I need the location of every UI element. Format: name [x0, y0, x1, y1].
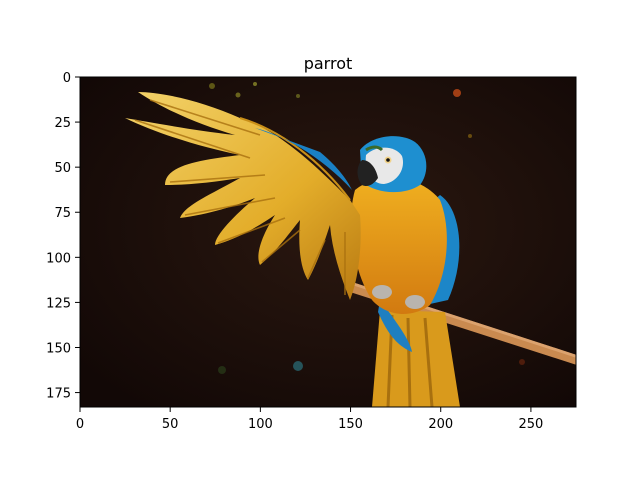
x-tick-label: 100 [248, 417, 273, 432]
y-axis: 0 25 50 75 100 125 150 175 [46, 71, 80, 402]
y-tick-label: 150 [46, 341, 71, 356]
y-tick-label: 25 [54, 116, 71, 131]
x-tick-label: 250 [518, 417, 543, 432]
x-axis: 0 50 100 150 200 250 [76, 407, 543, 432]
x-tick-label: 200 [428, 417, 453, 432]
y-tick-label: 100 [46, 251, 71, 266]
parrot-feet [372, 285, 425, 309]
raised-wing [125, 92, 361, 300]
y-tick-label: 75 [54, 206, 71, 221]
y-tick-label: 50 [54, 161, 71, 176]
x-tick-label: 50 [162, 417, 179, 432]
y-tick-label: 0 [63, 71, 71, 86]
y-tick-label: 125 [46, 296, 71, 311]
x-tick-label: 0 [76, 417, 84, 432]
parrot-body [351, 177, 447, 315]
axes-frame [79, 76, 577, 408]
image-area [79, 76, 577, 408]
x-tick-label: 150 [338, 417, 363, 432]
parrot-head [357, 136, 427, 193]
figure-title: parrot [304, 54, 353, 73]
y-tick-label: 175 [46, 387, 71, 402]
bokeh-lights [209, 82, 525, 374]
